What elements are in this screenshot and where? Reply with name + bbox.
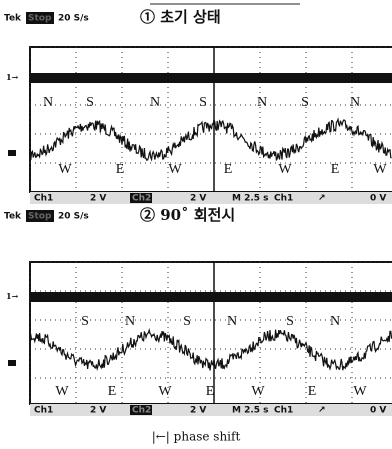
pole-label: W <box>251 384 265 399</box>
pole-label: E <box>224 162 233 177</box>
info-label: 2 V <box>90 406 106 416</box>
info-label: Ch2 <box>132 194 151 204</box>
info-label: ↗ <box>318 406 326 416</box>
pole-label: W <box>373 162 387 177</box>
info-label: Ch1 <box>274 406 293 416</box>
channel-marker: 1→ <box>6 72 19 82</box>
pole-label: W <box>353 384 367 399</box>
pole-label: W <box>55 384 69 399</box>
pole-label: N <box>257 95 267 110</box>
pole-label: S <box>286 314 294 329</box>
pole-label: N <box>125 314 135 329</box>
pole-label: E <box>116 162 125 177</box>
pole-label: N <box>330 314 340 329</box>
signal-trace <box>30 330 392 371</box>
pole-label: W <box>168 162 182 177</box>
pole-label: N <box>150 95 160 110</box>
pole-label: E <box>308 384 317 399</box>
rate: 20 S/s <box>58 212 89 222</box>
channel-trace <box>30 292 392 302</box>
pole-label: S <box>86 95 94 110</box>
pole-label: W <box>158 384 172 399</box>
figure: |←| phase shift Tek Stop 20 S/s ① 초기 상태 1→ N S… <box>0 0 392 449</box>
pole-label: W <box>278 162 292 177</box>
pole-label: S <box>301 95 309 110</box>
info-label: Ch2 <box>132 406 151 416</box>
pole-label: W <box>58 162 72 177</box>
caption: |←| phase shift <box>152 430 241 444</box>
channel-trace <box>30 73 392 83</box>
info-label: 2 V <box>190 406 206 416</box>
info-label: ↗ <box>318 194 326 204</box>
info-label: 0 V <box>370 406 386 416</box>
info-label: Ch1 <box>34 406 53 416</box>
pole-label: S <box>183 314 191 329</box>
rate: 20 S/s <box>58 14 89 24</box>
pole-label: E <box>108 384 117 399</box>
pole-label: N <box>350 95 360 110</box>
channel-marker: 1→ <box>6 291 19 301</box>
status: Stop <box>28 14 52 24</box>
info-label: 0 V <box>370 194 386 204</box>
info-bar <box>30 192 392 204</box>
info-label: M 2.5 s <box>232 194 269 204</box>
panel-title: ② 90˚ 회전시 <box>140 206 235 224</box>
pole-label: S <box>199 95 207 110</box>
status: Stop <box>28 212 52 222</box>
screen <box>30 262 392 404</box>
info-label: M 2.5 s <box>232 406 269 416</box>
info-label: Ch1 <box>274 194 293 204</box>
info-bar <box>30 404 392 416</box>
pole-label: E <box>331 162 340 177</box>
pole-label: E <box>206 384 215 399</box>
brand: Tek <box>4 212 22 222</box>
panel-title: ① 초기 상태 <box>140 8 221 26</box>
pole-label: S <box>81 314 89 329</box>
pole-label: N <box>227 314 237 329</box>
brand: Tek <box>4 14 22 24</box>
pole-label: N <box>43 95 53 110</box>
ground-marker <box>8 360 16 366</box>
signal-trace <box>30 119 392 160</box>
info-label: 2 V <box>190 194 206 204</box>
info-label: Ch1 <box>34 194 53 204</box>
info-label: 2 V <box>90 194 106 204</box>
ground-marker <box>8 150 16 156</box>
